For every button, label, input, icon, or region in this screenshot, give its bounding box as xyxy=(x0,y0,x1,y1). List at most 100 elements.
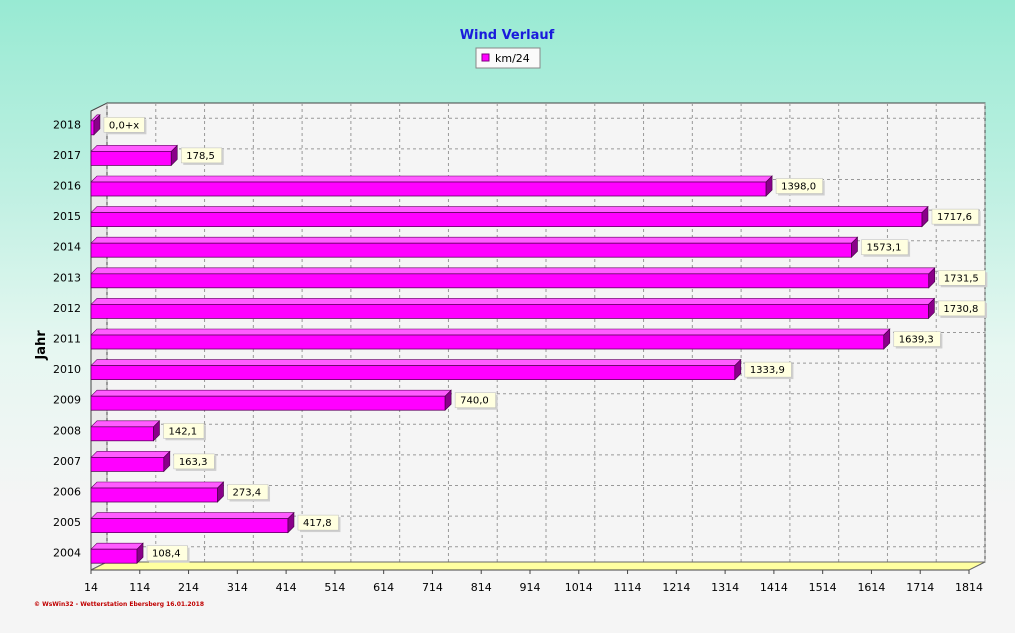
y-axis-title: Jahr xyxy=(34,330,49,361)
bar-group: 1639,3 xyxy=(90,328,943,350)
bar-top xyxy=(90,451,171,458)
data-label-box xyxy=(938,270,986,286)
bar-end xyxy=(765,175,773,197)
bar-end xyxy=(136,542,144,564)
bar xyxy=(90,426,154,442)
data-label: 1639,3 xyxy=(899,335,934,346)
bar-top xyxy=(90,145,178,152)
bar-group: 108,4 xyxy=(90,542,190,564)
bar xyxy=(90,181,767,197)
bar-end xyxy=(93,114,101,136)
legend-box xyxy=(475,47,541,69)
footer-credit: © WsWin32 - Wetterstation Ebersberg 16.0… xyxy=(34,601,204,608)
bar-group: 1333,9 xyxy=(90,358,794,381)
bar xyxy=(90,150,172,166)
bar-top xyxy=(90,206,929,213)
bar-end xyxy=(928,297,935,320)
data-label: 142,1 xyxy=(168,426,197,437)
y-tick-label: 2005 xyxy=(53,516,81,529)
x-tick-label: 414 xyxy=(276,581,297,594)
data-label: 1730,8 xyxy=(943,304,978,315)
bar-end xyxy=(217,481,224,503)
y-tick-label: 2012 xyxy=(53,302,81,315)
x-tick-label: 14 xyxy=(84,581,98,594)
bar-end xyxy=(170,144,178,167)
bar-group: 1717,6 xyxy=(90,205,981,228)
bar-end xyxy=(163,450,171,473)
legend: km/24 xyxy=(475,47,541,69)
x-tick-label: 1014 xyxy=(565,581,593,594)
data-label-box xyxy=(931,208,979,225)
x-tick-label: 1314 xyxy=(711,581,739,594)
data-label-box xyxy=(173,453,215,470)
y-tick-label: 2017 xyxy=(53,149,81,162)
data-label-box xyxy=(454,392,496,408)
data-label: 1333,9 xyxy=(750,365,785,376)
data-label-box xyxy=(861,239,909,255)
data-label-box xyxy=(775,178,823,194)
y-tick-label: 2010 xyxy=(53,363,81,376)
x-tick-label: 914 xyxy=(520,581,541,594)
y-tick-label: 2006 xyxy=(53,486,81,499)
bar xyxy=(90,242,852,258)
bar xyxy=(90,365,736,381)
bar-group: 163,3 xyxy=(90,450,217,473)
bar xyxy=(90,395,446,411)
y-tick-label: 2014 xyxy=(53,241,81,254)
data-label: 1398,0 xyxy=(781,182,816,193)
bar-group: 1730,8 xyxy=(90,297,988,320)
x-tick-label: 614 xyxy=(373,581,394,594)
x-tick-label: 314 xyxy=(227,581,248,594)
bar-top xyxy=(90,389,452,397)
bar-top xyxy=(90,267,936,275)
bar xyxy=(90,120,95,136)
data-label: 273,4 xyxy=(233,488,262,499)
x-tick-label: 214 xyxy=(178,581,199,594)
bar-group: 0,0+x xyxy=(90,114,147,136)
bar-group: 273,4 xyxy=(90,481,271,503)
bar-top xyxy=(90,512,295,519)
bar-group: 178,5 xyxy=(90,144,224,167)
bar-top xyxy=(90,420,161,428)
bar-top xyxy=(90,236,859,244)
data-label-box xyxy=(297,514,339,531)
bar xyxy=(90,212,923,228)
bar-top xyxy=(90,328,891,336)
bar-end xyxy=(153,420,160,442)
data-label-box xyxy=(938,300,986,317)
bar xyxy=(90,334,885,350)
bar-end xyxy=(921,205,929,228)
bar-group: 1573,1 xyxy=(90,236,911,258)
data-label: 0,0+x xyxy=(109,120,139,131)
x-tick-label: 714 xyxy=(422,581,443,594)
chart-title: Wind Verlauf xyxy=(460,28,555,43)
bar-end xyxy=(928,267,936,289)
y-tick-label: 2007 xyxy=(53,455,81,468)
bar xyxy=(90,273,930,289)
data-label-box xyxy=(744,361,792,378)
data-label: 163,3 xyxy=(179,457,208,468)
x-tick-label: 514 xyxy=(324,581,345,594)
y-tick-label: 2018 xyxy=(53,118,81,131)
bar xyxy=(90,548,138,564)
y-tick-label: 2009 xyxy=(53,394,81,407)
bar-group: 1731,5 xyxy=(90,267,988,289)
x-tick-label: 1614 xyxy=(857,581,885,594)
bar-end xyxy=(851,236,858,258)
data-label-box xyxy=(146,545,188,561)
bar-top xyxy=(90,359,742,366)
data-label: 417,8 xyxy=(303,518,332,529)
data-label: 1717,6 xyxy=(937,212,972,223)
bar-end xyxy=(883,328,891,350)
x-tick-label: 1714 xyxy=(906,581,934,594)
x-tick-label: 1214 xyxy=(662,581,690,594)
data-label: 740,0 xyxy=(460,396,489,407)
data-label: 108,4 xyxy=(152,549,181,560)
x-tick-label: 1114 xyxy=(614,581,642,594)
x-tick-label: 114 xyxy=(129,581,150,594)
bar-group: 740,0 xyxy=(90,389,498,411)
x-tick-label: 1414 xyxy=(760,581,788,594)
y-tick-label: 2008 xyxy=(53,424,81,437)
data-label-box xyxy=(163,423,205,439)
